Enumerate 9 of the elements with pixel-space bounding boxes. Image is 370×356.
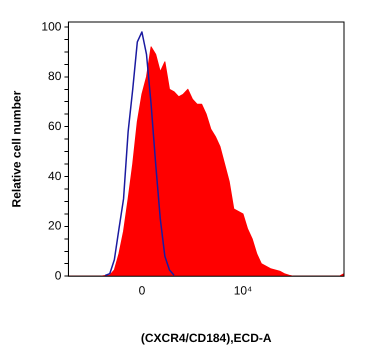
- y-tick-label: 100: [41, 19, 62, 34]
- x-tick-label: 10⁴: [234, 284, 252, 298]
- y-tick-label: 0: [54, 268, 62, 283]
- y-axis-title: Relative cell number: [10, 90, 24, 208]
- y-tick-label: 20: [48, 218, 62, 233]
- y-tick-label: 60: [48, 118, 62, 133]
- y-tick-label: 80: [48, 69, 62, 84]
- y-tick-label: 40: [48, 168, 62, 183]
- x-axis-title: (CXCR4/CD184),ECD-A: [140, 331, 272, 346]
